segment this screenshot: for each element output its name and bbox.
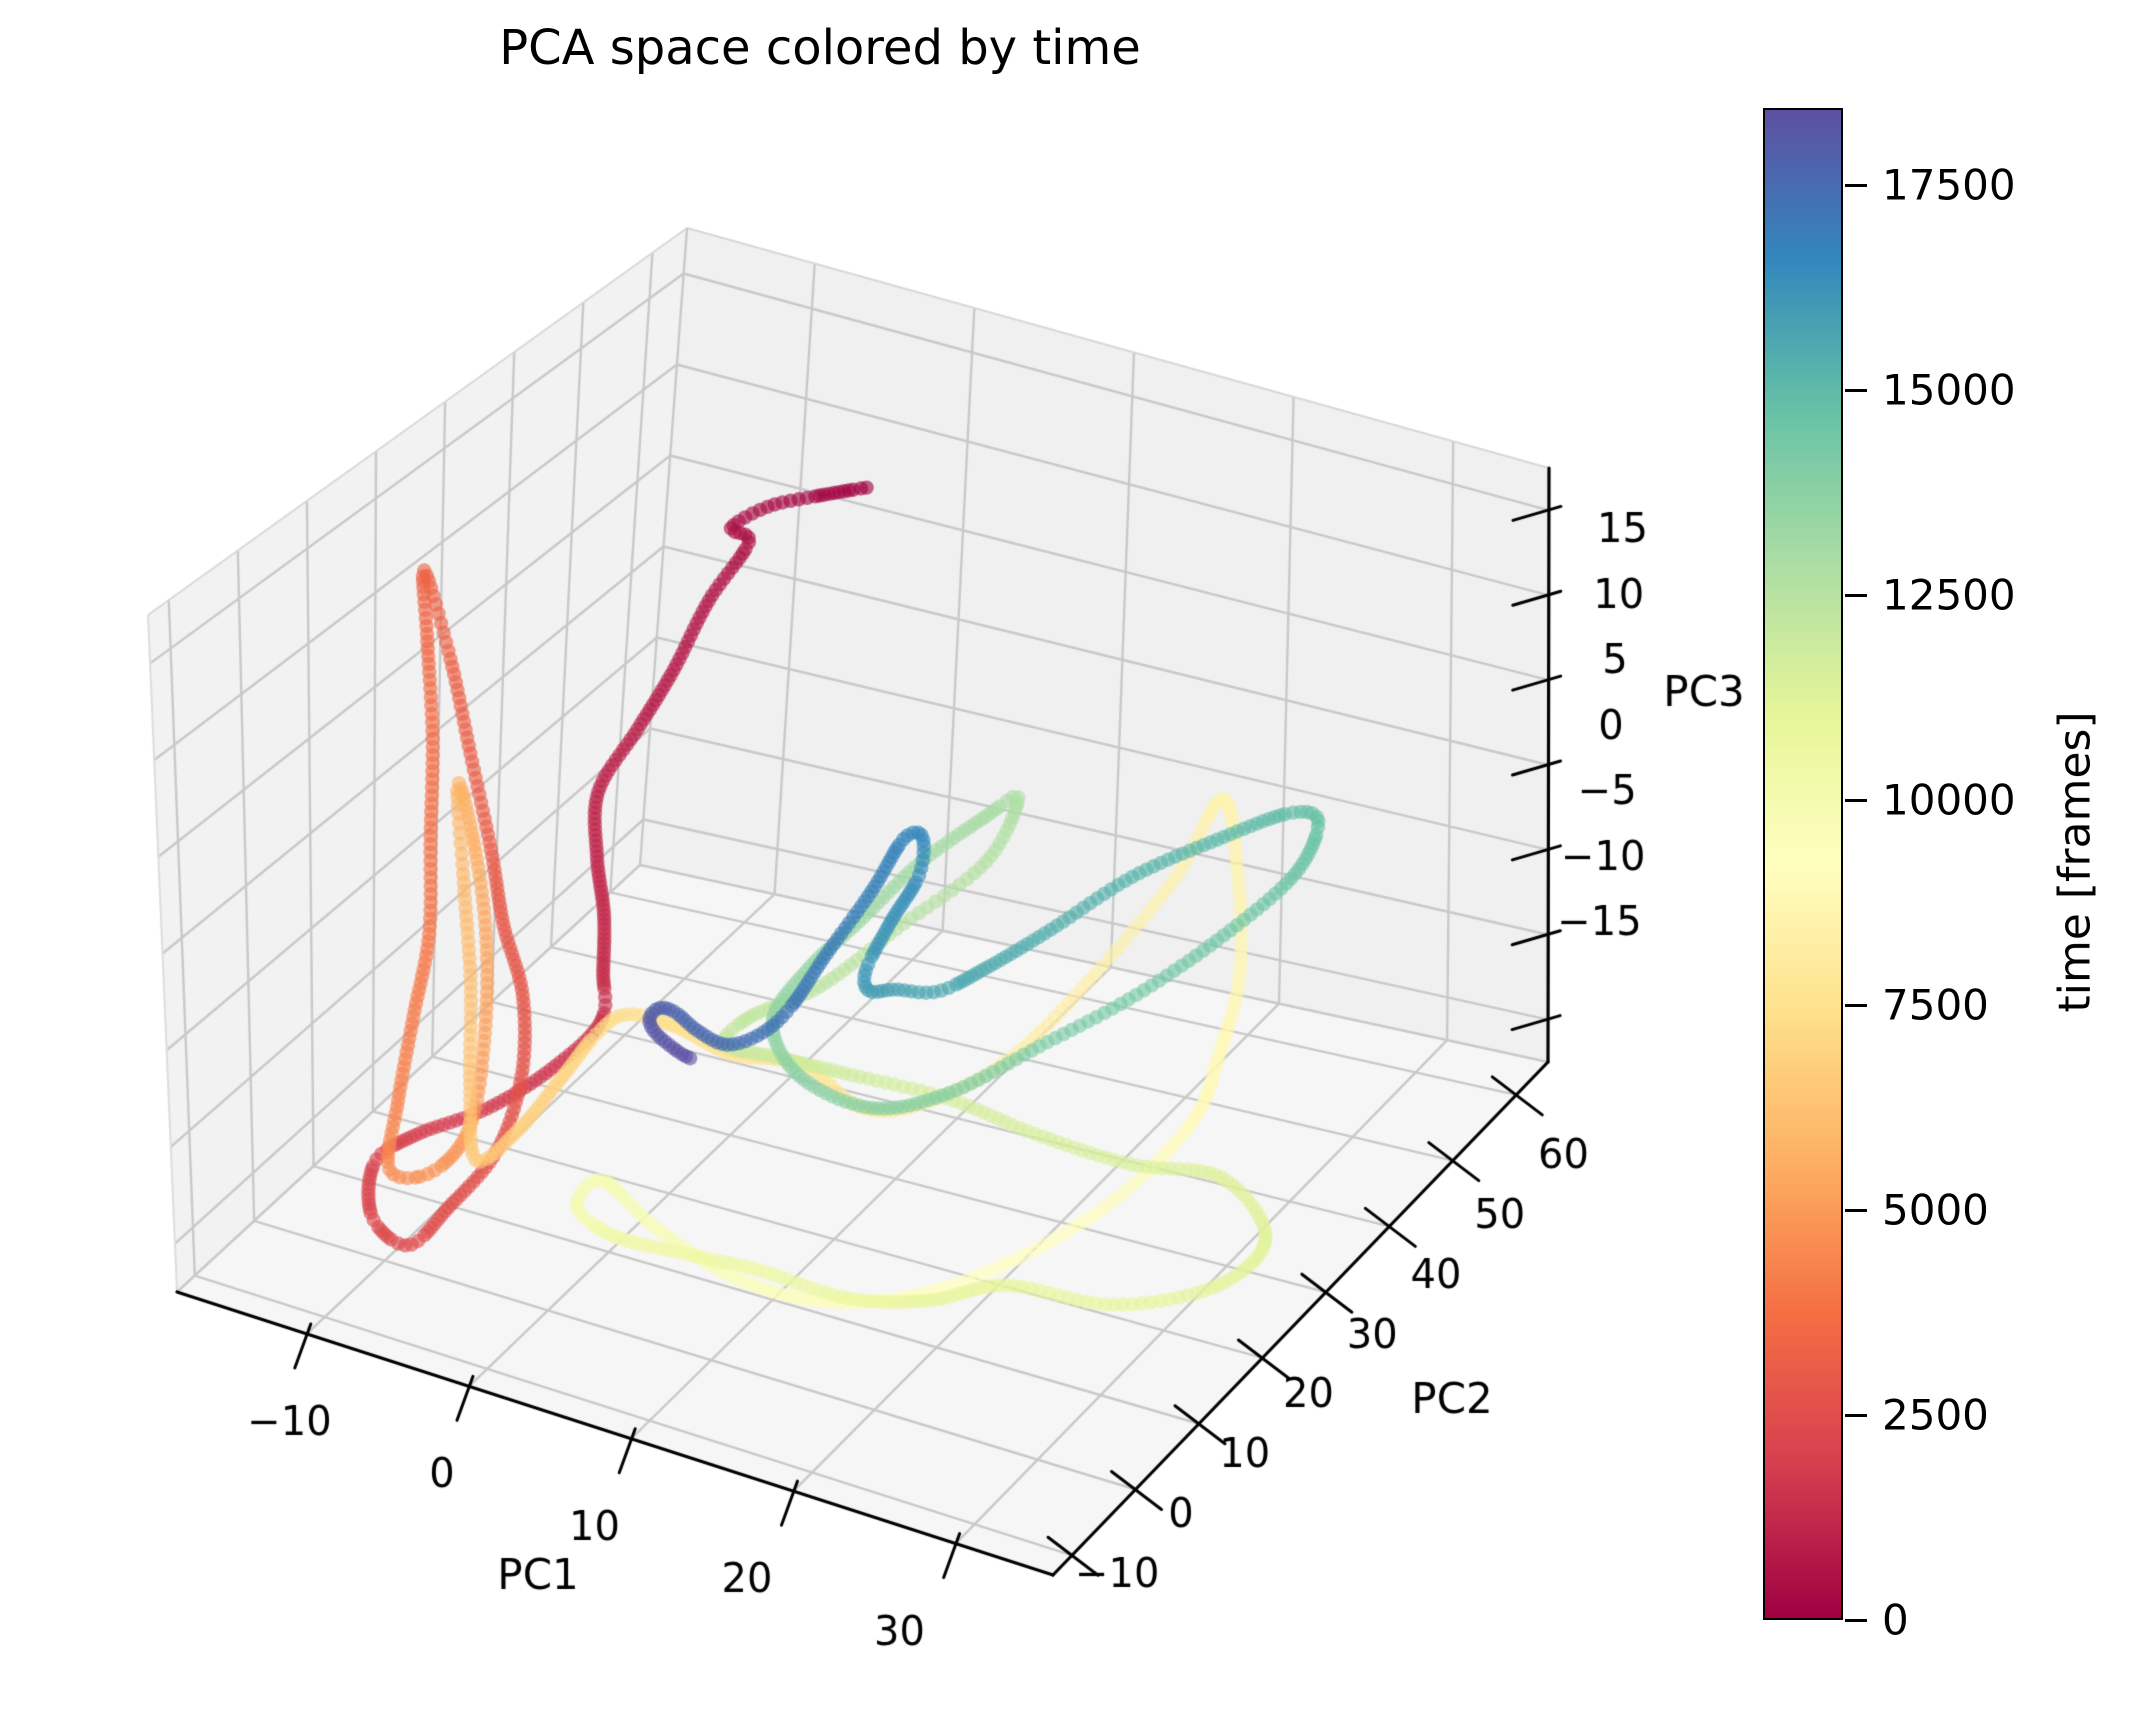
colorbar-tick-label: 0	[1882, 1595, 1909, 1645]
chart-title: PCA space colored by time	[499, 20, 1141, 76]
colorbar-tick-label: 17500	[1882, 160, 2016, 210]
colorbar-tick	[1845, 1208, 1867, 1212]
colorbar-tick-label: 2500	[1882, 1390, 1989, 1440]
colorbar-tick-label: 15000	[1882, 365, 2016, 415]
colorbar-tick	[1845, 1618, 1867, 1622]
colorbar-tick-label: 12500	[1882, 570, 2016, 620]
colorbar-tick	[1845, 183, 1867, 187]
colorbar-tick-label: 10000	[1882, 775, 2016, 825]
colorbar-tick	[1845, 1003, 1867, 1007]
colorbar-tick	[1845, 798, 1867, 802]
colorbar-tick	[1845, 388, 1867, 392]
colorbar-tick	[1845, 593, 1867, 597]
colorbar-tick-label: 7500	[1882, 980, 1989, 1030]
colorbar	[1763, 108, 1843, 1620]
colorbar-gradient	[1765, 110, 1841, 1618]
colorbar-tick-label: 5000	[1882, 1185, 1989, 1235]
colorbar-axis-label: time [frames]	[2049, 711, 2101, 1013]
colorbar-tick	[1845, 1413, 1867, 1417]
